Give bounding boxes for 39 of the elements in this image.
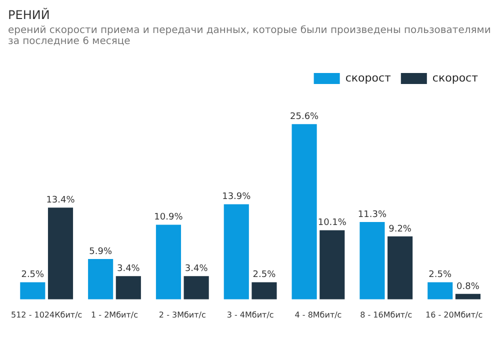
data-label: 0.8% [456,282,480,292]
bar [20,282,46,300]
x-tick-label: 16 - 20Мбит/с [425,310,483,320]
bar [252,282,277,300]
bar [320,230,345,300]
x-tick-label: 512 - 1024Кбит/с [11,310,82,320]
bar [292,124,317,300]
bar [388,236,413,300]
data-label: 10.9% [154,212,184,223]
bar [360,222,385,300]
data-label: 3.4% [184,264,208,274]
data-label: 2.5% [252,270,276,280]
bar [48,208,74,300]
data-label: 13.4% [46,196,76,206]
x-tick-label: 4 - 8Мбит/с [294,310,342,320]
bar [224,204,249,300]
data-label: 3.4% [116,264,140,274]
data-label: 9.2% [388,224,412,234]
data-label: 2.5% [428,270,452,280]
bar [88,259,114,300]
data-label: 13.9% [222,192,252,202]
bar [156,224,182,300]
bar [455,294,480,300]
bar [428,282,453,300]
data-label: 25.6% [290,112,320,122]
data-label: 11.3% [358,210,387,220]
data-label: 2.5% [21,270,45,280]
x-tick-label: 8 - 16Мбит/с [360,310,412,320]
bar [116,276,141,300]
x-tick-label: 3 - 4Мбит/с [226,310,274,320]
chart-subtitle: ерений скорости приема и передачи данных, которые были произведены пользователями за последние 6 месяце [8,25,492,47]
legend-label: скорост [345,71,392,84]
x-tick-label: 2 - 3Мбит/с [158,310,206,320]
data-label: 5.9% [89,246,112,257]
chart-title: РЕНИЙ [8,8,51,22]
legend-label: скорост [432,71,479,84]
bar [184,276,209,300]
x-tick-label: 1 - 2Мбит/с [91,310,138,320]
data-label: 10.1% [318,218,347,228]
